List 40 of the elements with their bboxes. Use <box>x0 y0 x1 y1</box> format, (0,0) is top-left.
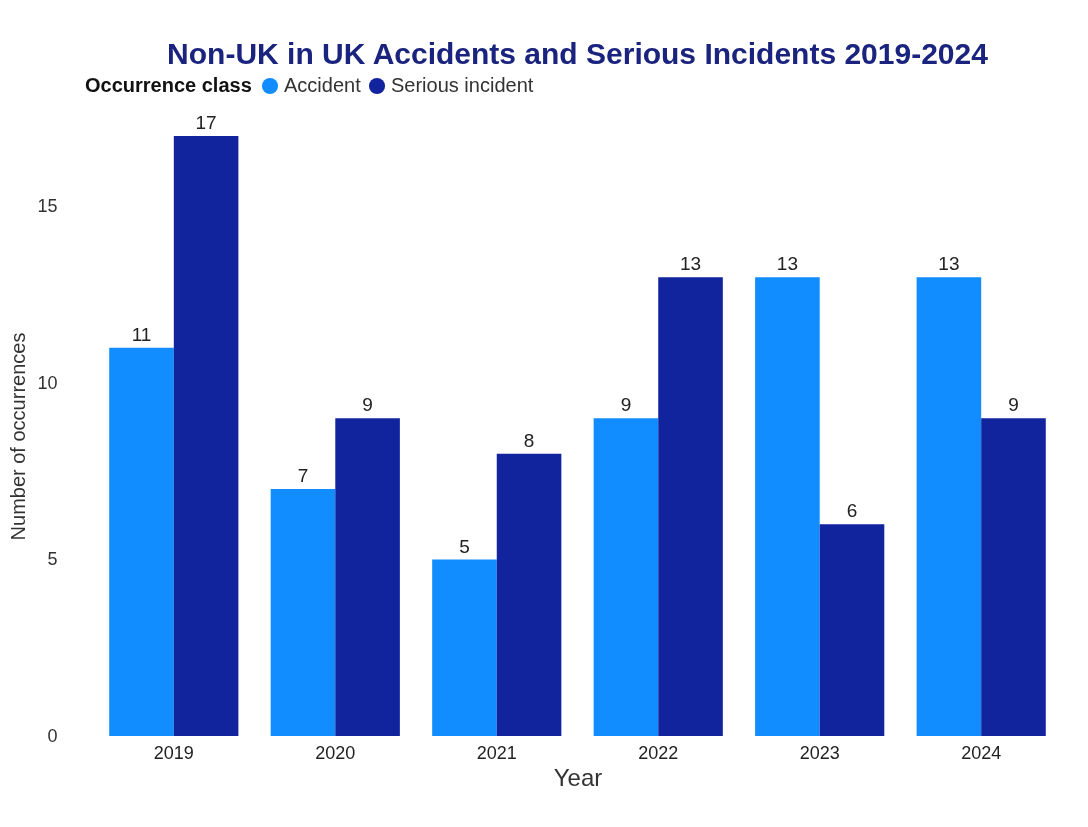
data-label: 8 <box>523 429 535 451</box>
data-label: 17 <box>195 112 217 133</box>
data-label: 13 <box>938 253 960 275</box>
data-label: 13 <box>776 253 798 275</box>
data-label: 9 <box>362 394 373 416</box>
bar <box>335 418 400 736</box>
bar <box>593 418 659 736</box>
bar <box>270 488 336 736</box>
data-label: 9 <box>620 394 632 416</box>
bar <box>755 277 820 736</box>
bar <box>432 559 497 736</box>
y-tick-label: 0 <box>47 725 58 746</box>
x-axis-title: Year <box>553 763 603 791</box>
legend-title: Occurrence class <box>85 74 252 96</box>
x-tick-label: 2020 <box>315 742 356 763</box>
data-label: 6 <box>846 500 858 522</box>
bar <box>981 418 1046 736</box>
data-label: 9 <box>1008 394 1019 416</box>
y-tick-label: 15 <box>37 196 58 217</box>
bar <box>109 347 174 736</box>
x-tick-label: 2023 <box>799 742 840 763</box>
data-label: 7 <box>297 464 309 486</box>
data-label: 11 <box>131 323 152 345</box>
bar <box>819 524 885 736</box>
x-tick-label: 2019 <box>153 742 194 763</box>
legend-label: Accident <box>284 74 362 96</box>
legend-label: Serious incident <box>391 74 534 96</box>
chart-title: Non-UK in UK Accidents and Serious Incidents 2019-2024 <box>167 37 989 70</box>
y-axis-title: Number of occurrences <box>7 332 30 541</box>
bar <box>916 277 982 736</box>
y-tick-label: 10 <box>37 372 58 393</box>
data-label: 5 <box>459 535 470 557</box>
x-tick-label: 2021 <box>476 742 517 763</box>
x-tick-label: 2024 <box>961 742 1002 763</box>
bar <box>658 277 723 736</box>
bar <box>496 453 562 736</box>
bar <box>173 136 239 736</box>
data-label: 13 <box>679 253 702 275</box>
x-tick-label: 2022 <box>638 742 679 763</box>
y-tick-label: 5 <box>47 549 58 570</box>
